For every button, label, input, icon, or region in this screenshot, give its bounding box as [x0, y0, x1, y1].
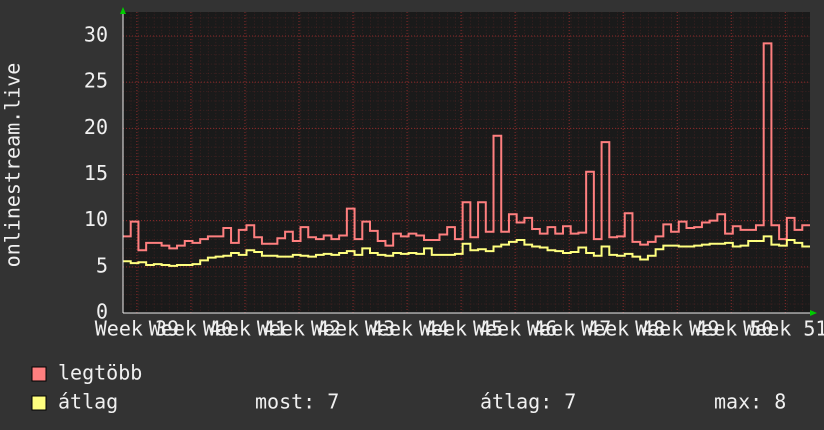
minor-grid — [123, 12, 810, 313]
x-arrow — [810, 310, 817, 316]
legend-swatch — [31, 366, 47, 382]
legend-swatch — [31, 395, 47, 411]
y-axis-label: onlinestream.live — [1, 63, 25, 268]
x-tick-label: Week 45 — [419, 317, 503, 341]
stat-label: max: 8 — [714, 390, 786, 414]
y-tick-label: 20 — [84, 115, 108, 139]
series-line — [123, 42, 810, 252]
x-tick-label: Week 50 — [689, 317, 773, 341]
x-tick-label: Week 47 — [527, 317, 611, 341]
y-tick-label: 0 — [96, 300, 108, 324]
y-tick-label: 25 — [84, 69, 108, 93]
x-tick-label: Week 42 — [257, 317, 341, 341]
x-tick-label: Week 41 — [203, 317, 287, 341]
stat-label: most: 7 — [255, 390, 339, 414]
y-arrow — [120, 7, 126, 14]
x-tick-label: Week 49 — [635, 317, 719, 341]
x-tick-label: Week 51 — [743, 317, 824, 341]
x-tick-label: Week 43 — [311, 317, 395, 341]
y-tick-label: 30 — [84, 23, 108, 47]
x-tick-label: Week 48 — [581, 317, 665, 341]
x-tick-label: Week 40 — [149, 317, 233, 341]
legend-label: átlag — [58, 390, 118, 414]
x-tick-label: Week 46 — [473, 317, 557, 341]
legend-label: legtöbb — [58, 361, 142, 385]
stat-label: átlag: 7 — [480, 390, 576, 414]
x-tick-label: Week 44 — [365, 317, 449, 341]
x-tick-label: Week 39 — [95, 317, 179, 341]
y-tick-label: 10 — [84, 207, 108, 231]
series-line — [123, 235, 810, 267]
y-tick-label: 5 — [96, 253, 108, 277]
legend: legtöbb átlag most: 7 átlag: 7 max: 8 — [31, 361, 786, 414]
y-tick-label: 15 — [84, 161, 108, 185]
